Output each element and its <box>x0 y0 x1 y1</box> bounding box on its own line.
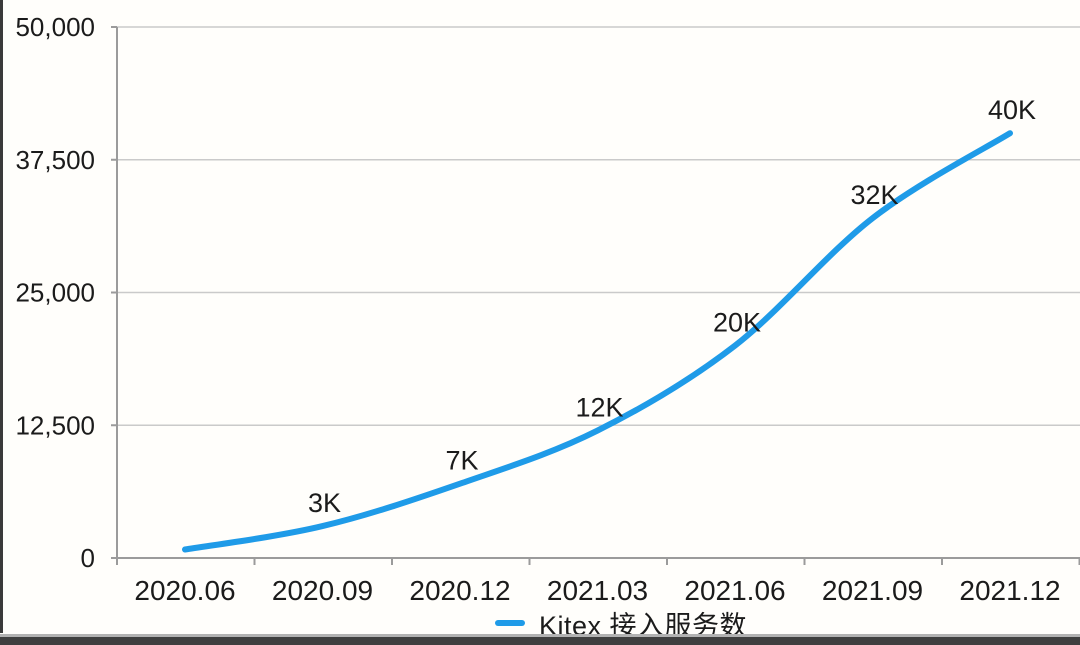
data-point-label: 3K <box>308 488 341 518</box>
x-axis-label: 2021.06 <box>684 575 785 606</box>
y-axis-label: 0 <box>81 543 95 573</box>
y-axis-label: 50,000 <box>15 12 95 42</box>
data-point-label: 12K <box>575 393 623 423</box>
data-point-label: 20K <box>713 308 761 338</box>
legend-line-marker <box>494 620 525 626</box>
window-left-edge <box>0 0 3 633</box>
data-point-label: 32K <box>850 180 898 210</box>
data-point-label: 7K <box>445 446 478 476</box>
x-axis-label: 2021.03 <box>547 575 648 606</box>
window-bottom-bar <box>0 637 1080 645</box>
x-axis-label: 2021.12 <box>959 575 1060 606</box>
x-axis-label: 2021.09 <box>822 575 923 606</box>
y-axis-label: 12,500 <box>15 410 95 440</box>
x-axis-label: 2020.06 <box>134 575 235 606</box>
y-axis-label: 37,500 <box>15 145 95 175</box>
series-line <box>182 130 1013 553</box>
y-axis-label: 25,000 <box>15 278 95 308</box>
bottom-divider-line <box>0 634 1080 637</box>
x-axis-label: 2020.12 <box>409 575 510 606</box>
x-axis-label: 2020.09 <box>272 575 373 606</box>
data-point-label: 40K <box>988 95 1036 125</box>
